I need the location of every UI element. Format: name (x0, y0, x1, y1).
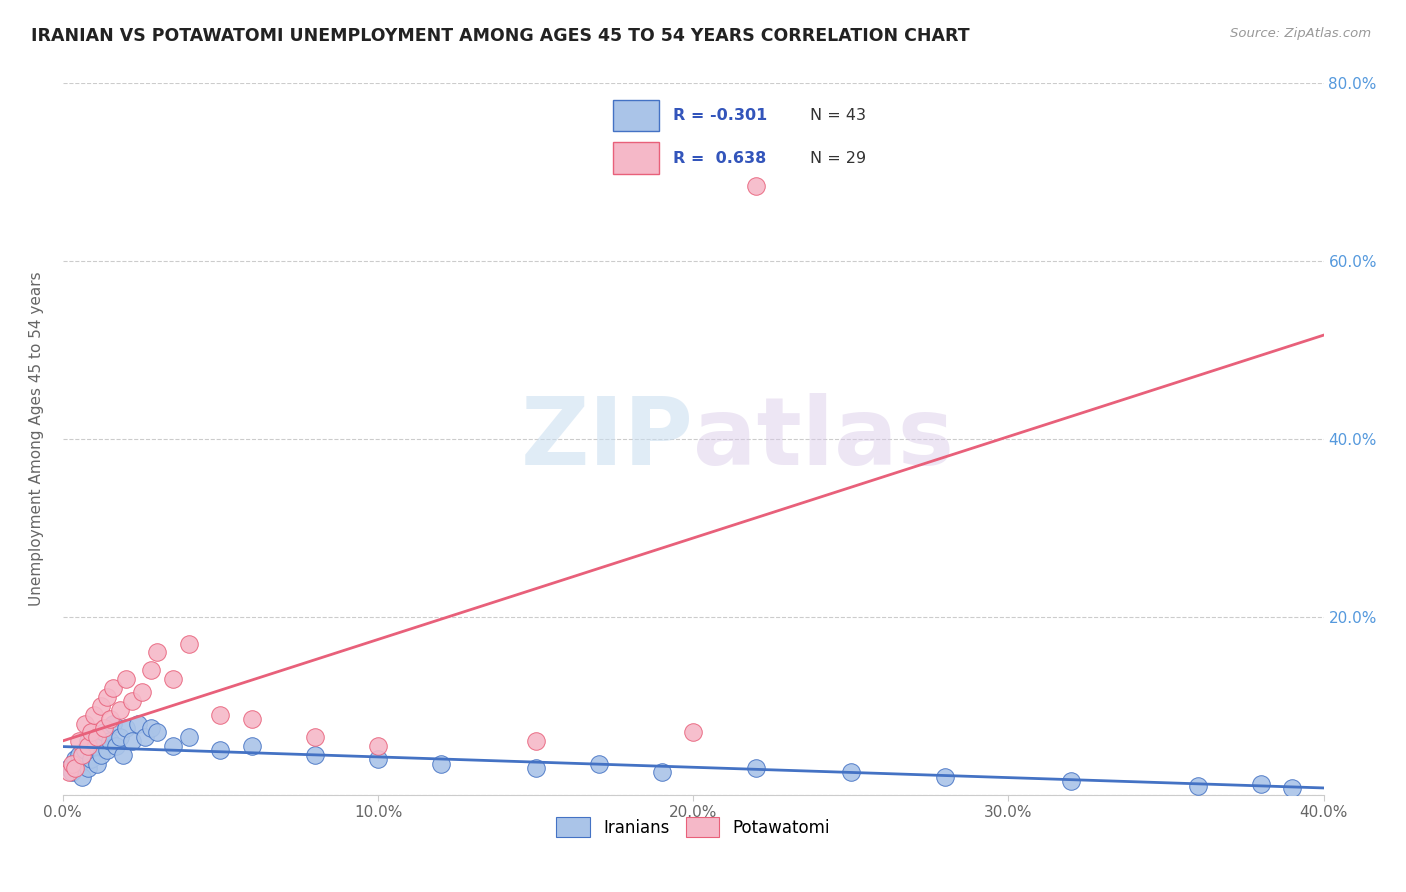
Point (240, 712, 263, 726)
Point (65, 761, 87, 775)
Point (90, 698, 112, 713)
Point (80, 752, 103, 766)
Point (682, 725, 704, 739)
Point (134, 730, 156, 744)
Point (90, 747, 112, 762)
Point (121, 694, 143, 708)
Point (121, 734, 143, 748)
Point (524, 734, 547, 748)
Point (115, 721, 138, 735)
Point (93, 725, 115, 739)
Point (108, 730, 131, 744)
Point (162, 739, 184, 753)
Point (1187, 779, 1209, 793)
Point (146, 645, 169, 659)
Point (304, 730, 326, 744)
Point (162, 672, 184, 686)
Point (67, 747, 90, 762)
Point (209, 707, 232, 722)
Point (60, 765, 83, 780)
Point (127, 716, 149, 731)
Point (67, 734, 90, 748)
Point (745, 178, 768, 193)
Point (86, 756, 108, 771)
Point (111, 747, 134, 762)
Point (93, 721, 115, 735)
Point (934, 770, 956, 784)
Point (103, 716, 125, 731)
Point (367, 752, 389, 766)
Text: ZIP: ZIP (520, 393, 693, 485)
Point (77, 734, 100, 748)
Text: IRANIAN VS POTAWATOMI UNEMPLOYMENT AMONG AGES 45 TO 54 YEARS CORRELATION CHART: IRANIAN VS POTAWATOMI UNEMPLOYMENT AMONG… (31, 27, 970, 45)
Point (58, 765, 80, 780)
Point (70, 770, 93, 784)
Point (1281, 780, 1303, 795)
Point (80, 725, 103, 739)
Point (839, 765, 862, 780)
Point (98, 734, 121, 748)
Text: atlas: atlas (693, 393, 955, 485)
Point (177, 636, 200, 650)
Point (651, 765, 673, 780)
Point (77, 761, 100, 775)
Point (96, 743, 118, 757)
Text: Source: ZipAtlas.com: Source: ZipAtlas.com (1230, 27, 1371, 40)
Point (177, 730, 200, 744)
Point (131, 685, 153, 699)
Point (367, 739, 389, 753)
Point (105, 739, 128, 753)
Point (67, 756, 90, 771)
Point (77, 739, 100, 753)
Point (146, 725, 169, 739)
Point (588, 756, 610, 771)
Point (96, 690, 118, 704)
Point (209, 743, 232, 757)
Point (60, 756, 83, 771)
Y-axis label: Unemployment Among Ages 45 to 54 years: Unemployment Among Ages 45 to 54 years (30, 272, 44, 607)
Point (108, 703, 131, 717)
Point (115, 672, 138, 686)
Point (1250, 777, 1272, 791)
Point (430, 756, 453, 771)
Point (73, 716, 96, 731)
Point (103, 681, 125, 695)
Point (240, 739, 263, 753)
Point (139, 663, 162, 677)
Point (70, 747, 93, 762)
Point (58, 761, 80, 775)
Point (304, 747, 326, 762)
Point (139, 721, 162, 735)
Point (98, 712, 121, 726)
Point (83, 707, 105, 722)
Legend: Iranians, Potawatomi: Iranians, Potawatomi (550, 811, 837, 843)
Point (745, 761, 768, 775)
Point (86, 730, 108, 744)
Point (83, 739, 105, 753)
Point (1060, 774, 1083, 789)
Point (73, 743, 96, 757)
Point (524, 761, 547, 775)
Point (65, 752, 87, 766)
